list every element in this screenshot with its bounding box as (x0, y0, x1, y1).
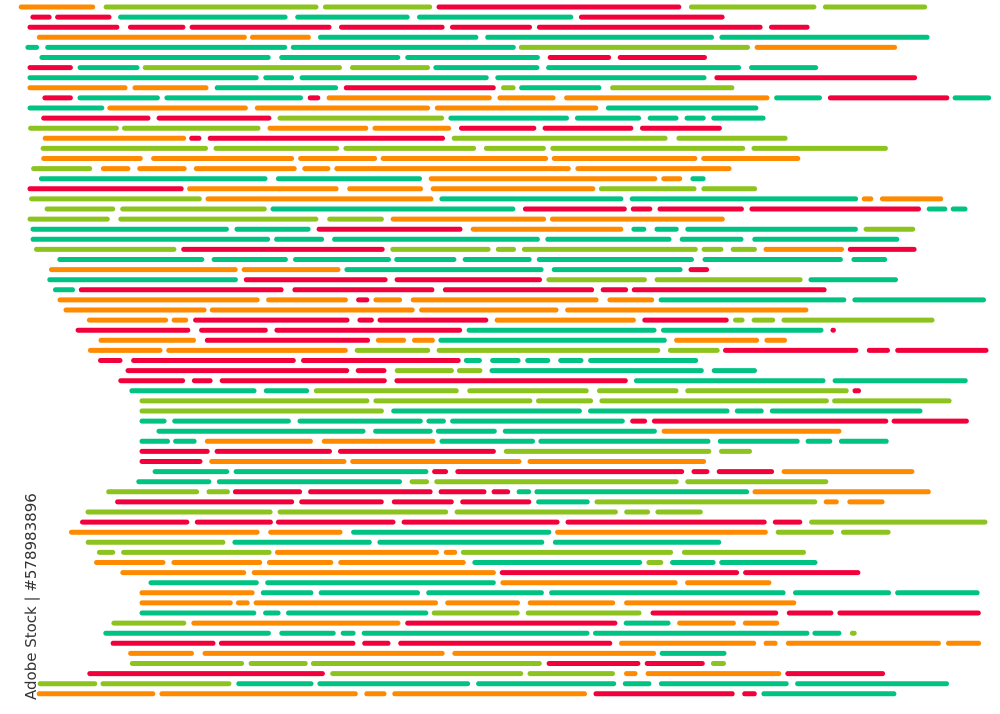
stock-watermark: Adobe Stock | #578983896 (22, 493, 40, 700)
